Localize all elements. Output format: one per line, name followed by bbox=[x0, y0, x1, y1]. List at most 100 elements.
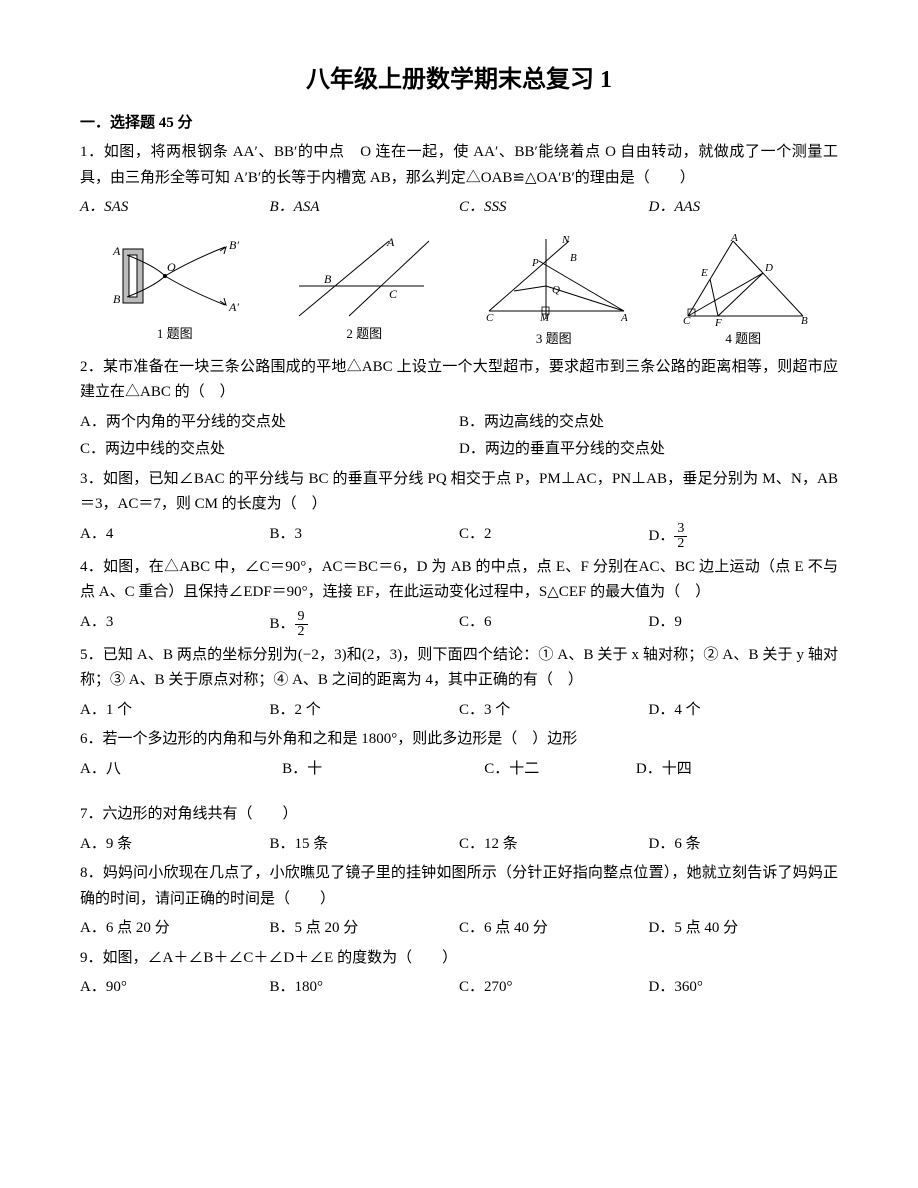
page-title: 八年级上册数学期末总复习 1 bbox=[80, 60, 838, 101]
svg-text:A: A bbox=[730, 232, 738, 244]
question-1: 1．如图，将两根钢条 AA′、BB′的中点 O 连在一起，使 AA′、BB′能绕… bbox=[80, 140, 838, 191]
q7-opt-b: B．15 条 bbox=[270, 832, 460, 858]
q8-opt-b: B．5 点 20 分 bbox=[270, 916, 460, 942]
q8-opt-d: D．5 点 40 分 bbox=[649, 916, 839, 942]
q3-text: ．如图，已知∠BAC 的平分线与 BC 的垂直平分线 PQ 相交于点 P，PM⊥… bbox=[80, 471, 838, 513]
q6-opt-a: A．八 bbox=[80, 757, 282, 783]
fig-1: A B O B′ A′ 1 题图 bbox=[80, 231, 270, 350]
q8-opt-c: C．6 点 40 分 bbox=[459, 916, 649, 942]
fig3-cap: 3 题图 bbox=[459, 328, 649, 350]
q3-d-den: 2 bbox=[674, 537, 687, 551]
q8-text: ．妈妈问小欣现在几点了，小欣瞧见了镜子里的挂钟如图所示（分针正好指向整点位置），… bbox=[80, 865, 838, 907]
q3-opt-c: C．2 bbox=[459, 522, 649, 551]
figure-row: A B O B′ A′ 1 题图 A B C 2 题图 C M bbox=[80, 231, 838, 350]
question-8: 8．妈妈问小欣现在几点了，小欣瞧见了镜子里的挂钟如图所示（分针正好指向整点位置）… bbox=[80, 861, 838, 912]
q7-num: 7 bbox=[80, 806, 88, 822]
fig4-cap: 4 题图 bbox=[649, 328, 839, 350]
fig1-cap: 1 题图 bbox=[80, 323, 270, 345]
svg-text:B: B bbox=[801, 315, 808, 326]
fig2-cap: 2 题图 bbox=[270, 323, 460, 345]
q1-opt-c: C．SSS bbox=[459, 195, 649, 221]
svg-text:F: F bbox=[714, 317, 722, 326]
q4-opt-a: A．3 bbox=[80, 610, 270, 639]
q7-text: ．六边形的对角线共有（ ） bbox=[88, 806, 298, 822]
svg-text:Q: Q bbox=[552, 284, 560, 296]
q4-opt-b: B．92 bbox=[270, 610, 460, 639]
svg-text:B: B bbox=[113, 292, 121, 306]
q5-num: 5 bbox=[80, 647, 88, 663]
q5-opt-c: C．3 个 bbox=[459, 698, 649, 724]
q6-opt-d: D．十四 bbox=[636, 757, 838, 783]
q6-opt-c: C．十二 bbox=[484, 757, 636, 783]
svg-text:D: D bbox=[764, 262, 773, 274]
q6-opt-b: B．十 bbox=[282, 757, 484, 783]
q2-opt-a: A．两个内角的平分线的交点处 bbox=[80, 410, 459, 436]
svg-text:A: A bbox=[386, 235, 395, 249]
svg-text:C: C bbox=[389, 287, 398, 301]
q5-options: A．1 个 B．2 个 C．3 个 D．4 个 bbox=[80, 698, 838, 724]
q6-text: ．若一个多边形的内角和与外角和之和是 1800°，则此多边形是（ ）边形 bbox=[88, 731, 578, 747]
q5-opt-a: A．1 个 bbox=[80, 698, 270, 724]
q6-options: A．八 B．十 C．十二 D．十四 bbox=[80, 757, 838, 783]
q5-opt-d: D．4 个 bbox=[649, 698, 839, 724]
q1-num: 1 bbox=[80, 144, 88, 160]
q5-text: ．已知 A、B 两点的坐标分别为(−2，3)和(2，3)，则下面四个结论：① A… bbox=[80, 647, 838, 689]
fig-3: C M A P B N Q 3 题图 bbox=[459, 231, 649, 350]
question-4: 4．如图，在△ABC 中，∠C＝90°，AC＝BC＝6，D 为 AB 的中点，点… bbox=[80, 555, 838, 606]
svg-text:E: E bbox=[700, 267, 708, 279]
svg-text:C: C bbox=[683, 315, 691, 326]
q9-num: 9 bbox=[80, 950, 88, 966]
svg-text:B: B bbox=[324, 272, 332, 286]
q1-options: A．SAS B．ASA C．SSS D．AAS bbox=[80, 195, 838, 221]
q9-opt-c: C．270° bbox=[459, 975, 649, 1001]
q1-opt-b: B．ASA bbox=[270, 195, 460, 221]
question-6: 6．若一个多边形的内角和与外角和之和是 1800°，则此多边形是（ ）边形 bbox=[80, 727, 838, 753]
q4-opt-d: D．9 bbox=[649, 610, 839, 639]
q4-options: A．3 B．92 C．6 D．9 bbox=[80, 610, 838, 639]
question-3: 3．如图，已知∠BAC 的平分线与 BC 的垂直平分线 PQ 相交于点 P，PM… bbox=[80, 467, 838, 518]
q4-opt-c: C．6 bbox=[459, 610, 649, 639]
q1-text: ．如图，将两根钢条 AA′、BB′的中点 O 连在一起，使 AA′、BB′能绕着… bbox=[80, 144, 838, 186]
q9-options: A．90° B．180° C．270° D．360° bbox=[80, 975, 838, 1001]
q3-opt-a: A．4 bbox=[80, 522, 270, 551]
q3-opt-d: D．32 bbox=[649, 522, 839, 551]
q2-opt-d: D．两边的垂直平分线的交点处 bbox=[459, 437, 838, 463]
q1-opt-d: D．AAS bbox=[649, 195, 839, 221]
q2-opt-b: B．两边高线的交点处 bbox=[459, 410, 838, 436]
svg-text:B′: B′ bbox=[229, 238, 239, 252]
q8-num: 8 bbox=[80, 865, 88, 881]
q7-opt-a: A．9 条 bbox=[80, 832, 270, 858]
section-header: 一．选择题 45 分 bbox=[80, 111, 838, 137]
q4-b-den: 2 bbox=[295, 625, 308, 639]
q2-options-row1: A．两个内角的平分线的交点处 B．两边高线的交点处 bbox=[80, 410, 838, 436]
fig-2: A B C 2 题图 bbox=[270, 231, 460, 350]
q2-text: ．某市准备在一块三条公路围成的平地△ABC 上设立一个大型超市，要求超市到三条公… bbox=[80, 359, 838, 401]
q2-options-row2: C．两边中线的交点处 D．两边的垂直平分线的交点处 bbox=[80, 437, 838, 463]
q9-opt-d: D．360° bbox=[649, 975, 839, 1001]
q8-opt-a: A．6 点 20 分 bbox=[80, 916, 270, 942]
q8-options: A．6 点 20 分 B．5 点 20 分 C．6 点 40 分 D．5 点 4… bbox=[80, 916, 838, 942]
question-7: 7．六边形的对角线共有（ ） bbox=[80, 802, 838, 828]
q3-d-num: 3 bbox=[674, 522, 687, 537]
q2-num: 2 bbox=[80, 359, 88, 375]
q4-b-num: 9 bbox=[295, 610, 308, 625]
q3-options: A．4 B．3 C．2 D．32 bbox=[80, 522, 838, 551]
svg-text:A: A bbox=[620, 312, 628, 324]
svg-text:N: N bbox=[561, 234, 570, 246]
q4-text: ．如图，在△ABC 中，∠C＝90°，AC＝BC＝6，D 为 AB 的中点，点 … bbox=[80, 559, 838, 601]
svg-text:A: A bbox=[112, 244, 121, 258]
q1-opt-a: A．SAS bbox=[80, 195, 270, 221]
svg-text:B: B bbox=[570, 252, 577, 264]
q9-opt-a: A．90° bbox=[80, 975, 270, 1001]
q2-opt-c: C．两边中线的交点处 bbox=[80, 437, 459, 463]
q3-opt-b: B．3 bbox=[270, 522, 460, 551]
svg-text:P: P bbox=[531, 257, 539, 269]
question-9: 9．如图，∠A＋∠B＋∠C＋∠D＋∠E 的度数为（ ） bbox=[80, 946, 838, 972]
svg-text:A′: A′ bbox=[228, 300, 239, 314]
q7-options: A．9 条 B．15 条 C．12 条 D．6 条 bbox=[80, 832, 838, 858]
q9-text: ．如图，∠A＋∠B＋∠C＋∠D＋∠E 的度数为（ ） bbox=[88, 950, 458, 966]
q6-num: 6 bbox=[80, 731, 88, 747]
q7-opt-d: D．6 条 bbox=[649, 832, 839, 858]
svg-text:M: M bbox=[539, 312, 550, 324]
q3-d-pre: D． bbox=[649, 528, 675, 544]
